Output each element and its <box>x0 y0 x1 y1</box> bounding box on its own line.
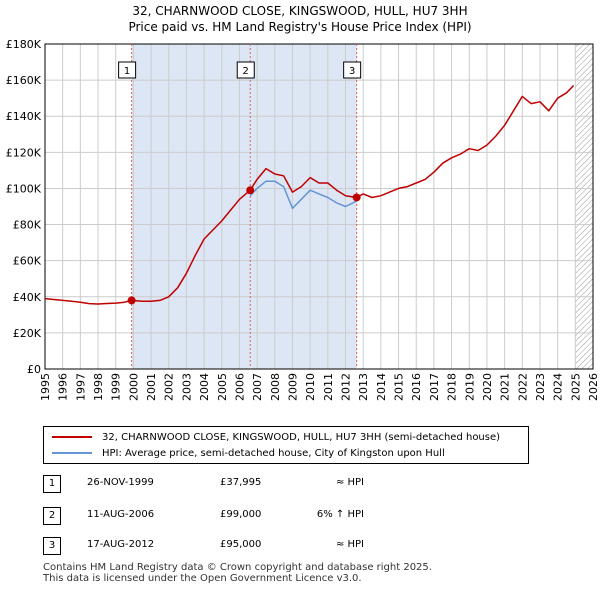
x-tick-label: 2020 <box>481 373 494 401</box>
legend-item-hpi: HPI: Average price, semi-detached house,… <box>52 446 445 460</box>
x-tick-label: 2013 <box>357 373 370 401</box>
x-tick-label: 2017 <box>428 373 441 401</box>
x-tick-label: 2005 <box>216 373 229 401</box>
legend-label-property: 32, CHARNWOOD CLOSE, KINGSWOOD, HULL, HU… <box>102 431 501 443</box>
x-tick-label: 2023 <box>534 373 547 401</box>
x-tick-label: 2014 <box>375 373 388 401</box>
y-tick-label: £160K <box>6 74 42 87</box>
x-tick-label: 2007 <box>251 373 264 401</box>
x-tick-label: 1998 <box>92 373 105 401</box>
x-tick-label: 2022 <box>516 373 529 401</box>
sale-label: 3 <box>349 66 355 77</box>
transaction-price: £37,995 <box>220 477 262 488</box>
y-tick-label: £100K <box>6 182 42 195</box>
legend: 32, CHARNWOOD CLOSE, KINGSWOOD, HULL, HU… <box>43 426 529 464</box>
x-tick-label: 2025 <box>569 373 582 401</box>
transaction-number: 3 <box>43 537 61 555</box>
y-tick-label: £140K <box>6 110 42 123</box>
sale-point <box>246 186 255 195</box>
legend-swatch-property <box>52 436 92 438</box>
y-tick-label: £120K <box>6 146 42 159</box>
sale-label: 1 <box>124 66 130 77</box>
y-tick-label: £40K <box>13 291 42 304</box>
x-tick-label: 2016 <box>410 373 423 401</box>
chart-title: 32, CHARNWOOD CLOSE, KINGSWOOD, HULL, HU… <box>132 4 468 18</box>
x-tick-label: 2000 <box>127 373 140 401</box>
transaction-price: £99,000 <box>220 509 262 520</box>
hpi-line <box>249 180 358 210</box>
x-tick-label: 2018 <box>446 373 459 401</box>
x-tick-label: 1995 <box>39 373 52 401</box>
x-tick-label: 2009 <box>286 373 299 401</box>
sale-point <box>127 296 136 305</box>
transaction-price: £95,000 <box>220 539 262 550</box>
y-tick-label: £180K <box>6 38 42 51</box>
x-tick-label: 2011 <box>322 373 335 401</box>
forecast-hatch <box>575 44 593 369</box>
x-tick-label: 2003 <box>180 373 193 401</box>
transaction-hpi: 6% ↑ HPI <box>316 509 364 520</box>
legend-item-property: 32, CHARNWOOD CLOSE, KINGSWOOD, HULL, HU… <box>52 430 500 444</box>
x-tick-label: 2010 <box>304 373 317 401</box>
x-tick-label: 1997 <box>74 373 87 401</box>
ownership-shading <box>131 44 357 369</box>
legend-label-hpi: HPI: Average price, semi-detached house,… <box>102 447 445 459</box>
transaction-hpi: ≈ HPI <box>335 539 364 550</box>
transaction-date: 17-AUG-2012 <box>87 539 155 550</box>
sale-point <box>352 193 361 202</box>
transaction-number: 1 <box>43 475 61 493</box>
y-tick-label: £0 <box>27 363 41 376</box>
chart-subtitle: Price paid vs. HM Land Registry's House … <box>128 20 472 34</box>
transaction-number: 2 <box>43 507 61 525</box>
sale-label: 2 <box>243 66 249 77</box>
y-tick-label: £80K <box>13 219 42 232</box>
x-tick-label: 2001 <box>145 373 158 401</box>
x-tick-label: 2015 <box>393 373 406 401</box>
x-tick-label: 1996 <box>57 373 70 401</box>
x-tick-label: 2021 <box>499 373 512 401</box>
price-chart: £0 £20K £40K £60K £80K £100K £120K £140K £160K £1… <box>6 38 600 401</box>
sale-label-box <box>236 61 255 79</box>
y-tick-label: £60K <box>13 255 42 268</box>
transaction-hpi: ≈ HPI <box>335 477 364 488</box>
y-tick-label: £20K <box>13 327 42 340</box>
x-tick-label: 2019 <box>463 373 476 401</box>
transaction-date: 11-AUG-2006 <box>87 509 155 520</box>
x-tick-label: 2024 <box>552 373 565 401</box>
footer-copyright: Contains HM Land Registry data © Crown c… <box>43 562 432 573</box>
x-tick-label: 1999 <box>110 373 123 401</box>
plot-frame <box>44 43 594 370</box>
legend-swatch-hpi <box>52 452 92 454</box>
x-tick-label: 2026 <box>587 373 600 401</box>
x-tick-label: 2004 <box>198 373 211 401</box>
sale-label-box <box>118 61 137 79</box>
footer: Contains HM Land Registry data © Crown c… <box>43 562 432 584</box>
x-tick-label: 2012 <box>340 373 353 401</box>
x-tick-label: 2008 <box>269 373 282 401</box>
x-tick-label: 2006 <box>233 373 246 401</box>
footer-license: This data is licensed under the Open Gov… <box>43 573 362 584</box>
transaction-date: 26-NOV-1999 <box>87 477 154 488</box>
sale-label-box <box>343 61 362 79</box>
x-tick-label: 2002 <box>163 373 176 401</box>
